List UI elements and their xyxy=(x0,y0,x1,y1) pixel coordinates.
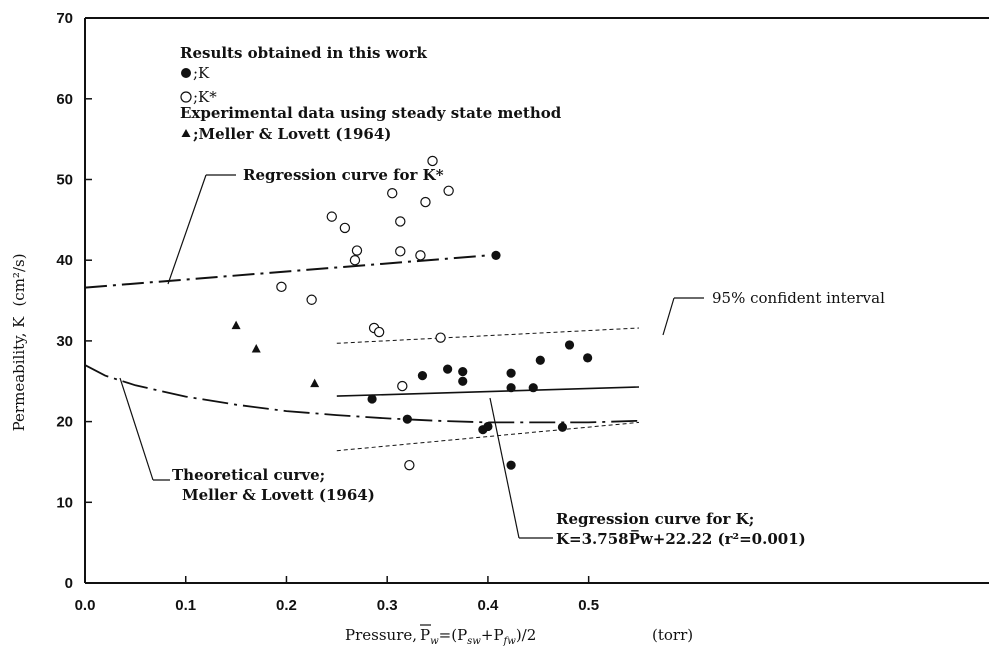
legend-exp-label: ;Meller & Lovett (1964) xyxy=(193,125,391,143)
k-point xyxy=(458,366,468,377)
theoretical-curve xyxy=(84,364,640,424)
y-tick-label: 40 xyxy=(56,252,73,269)
y-ticks: 0 10 20 30 40 50 60 70 xyxy=(56,10,92,592)
k-point xyxy=(506,383,516,393)
kstar-point xyxy=(397,380,408,392)
meller-lovett-point xyxy=(310,378,320,388)
x-axis-formula: Pw=(Psw+Pfw)/2 xyxy=(420,626,536,647)
kstar-point xyxy=(404,459,415,471)
k-point xyxy=(443,364,453,374)
k-point xyxy=(483,421,493,432)
x-axis-unit: (torr) xyxy=(652,626,693,644)
kstar-point xyxy=(276,281,287,293)
k-point xyxy=(557,422,568,432)
k-point xyxy=(535,355,545,365)
y-tick-label: 70 xyxy=(56,10,73,27)
legend-k-marker xyxy=(181,68,191,78)
annotations: Regression curve for K* 95% confident in… xyxy=(119,166,885,548)
y-tick-label: 0 xyxy=(65,575,73,592)
k-point xyxy=(564,340,575,350)
curves xyxy=(84,254,640,452)
x-tick-label: 0.3 xyxy=(377,597,398,614)
kstar-point xyxy=(395,216,406,227)
legend-k-label: ;K xyxy=(193,64,210,82)
meller-lovett-point xyxy=(231,320,241,330)
y-tick-label: 30 xyxy=(56,333,73,350)
x-tick-label: 0.5 xyxy=(578,597,599,614)
kstar-point xyxy=(435,332,446,343)
y-tick-label: 20 xyxy=(56,414,73,431)
kstar-point xyxy=(349,255,361,266)
k-point xyxy=(402,414,412,424)
kstar-point xyxy=(373,326,385,338)
k-regression-callout-line xyxy=(489,397,520,539)
kstar-point xyxy=(443,185,454,196)
x-tick-label: 0.2 xyxy=(276,597,297,614)
legend-title: Results obtained in this work xyxy=(180,44,427,62)
kstar-regression-label: Regression curve for K* xyxy=(243,166,444,184)
x-axis-label: Pressure, xyxy=(345,626,417,644)
x-ticks: 0.0 0.1 0.2 0.3 0.4 0.5 xyxy=(75,576,599,614)
legend-kstar-marker xyxy=(180,91,192,103)
k-point xyxy=(491,250,501,260)
y-tick-label: 10 xyxy=(56,494,73,511)
ci-callout-line xyxy=(662,297,675,336)
k-point xyxy=(458,376,468,386)
theoretical-label: Theoretical curve; xyxy=(172,466,325,484)
y-tick-label: 50 xyxy=(56,172,73,189)
kstar-point xyxy=(427,155,438,167)
kstar-point xyxy=(306,294,317,305)
kstar-callout-line xyxy=(167,174,207,285)
kstar-point xyxy=(351,245,363,256)
kstar-point xyxy=(420,196,431,208)
x-tick-label: 0.4 xyxy=(477,597,499,614)
legend-kstar-label: ;K* xyxy=(193,88,217,106)
plot-frame xyxy=(84,17,989,584)
legend-exp-title: Experimental data using steady state met… xyxy=(180,104,562,122)
ci-label: 95% confident interval xyxy=(712,289,885,307)
y-axis-label: Permeability, K xyxy=(10,316,28,432)
k-regression-equation: K=3.758P̅w+22.22 (r²=0.001) xyxy=(556,529,806,548)
kstar-point xyxy=(326,211,337,222)
kstar-point xyxy=(339,222,351,234)
y-tick-label: 60 xyxy=(56,91,73,108)
k-point xyxy=(506,460,516,470)
k-point xyxy=(417,371,428,381)
ci-lower-line xyxy=(336,421,640,452)
legend-triangle-marker xyxy=(181,129,191,137)
x-tick-label: 0.0 xyxy=(75,597,96,614)
kstar-regression-line xyxy=(84,254,488,289)
x-tick-label: 0.1 xyxy=(175,597,196,614)
ci-upper-line xyxy=(336,327,640,344)
kstar-point xyxy=(415,250,426,261)
theoretical-callout-line xyxy=(119,377,154,481)
k-point xyxy=(367,394,377,404)
k-regression-label: Regression curve for K; xyxy=(556,510,754,528)
data-points xyxy=(231,155,593,471)
kstar-point xyxy=(387,188,398,199)
kstar-point xyxy=(395,246,406,257)
k-point xyxy=(506,368,516,378)
y-axis-unit: (cm²/s) xyxy=(10,253,28,306)
legend: Results obtained in this work ;K ;K* Exp… xyxy=(180,44,562,143)
theoretical-label-ref: Meller & Lovett (1964) xyxy=(182,486,375,504)
k-regression-line xyxy=(336,386,640,397)
k-point xyxy=(528,383,538,393)
meller-lovett-point xyxy=(251,343,261,353)
k-point xyxy=(583,353,593,363)
